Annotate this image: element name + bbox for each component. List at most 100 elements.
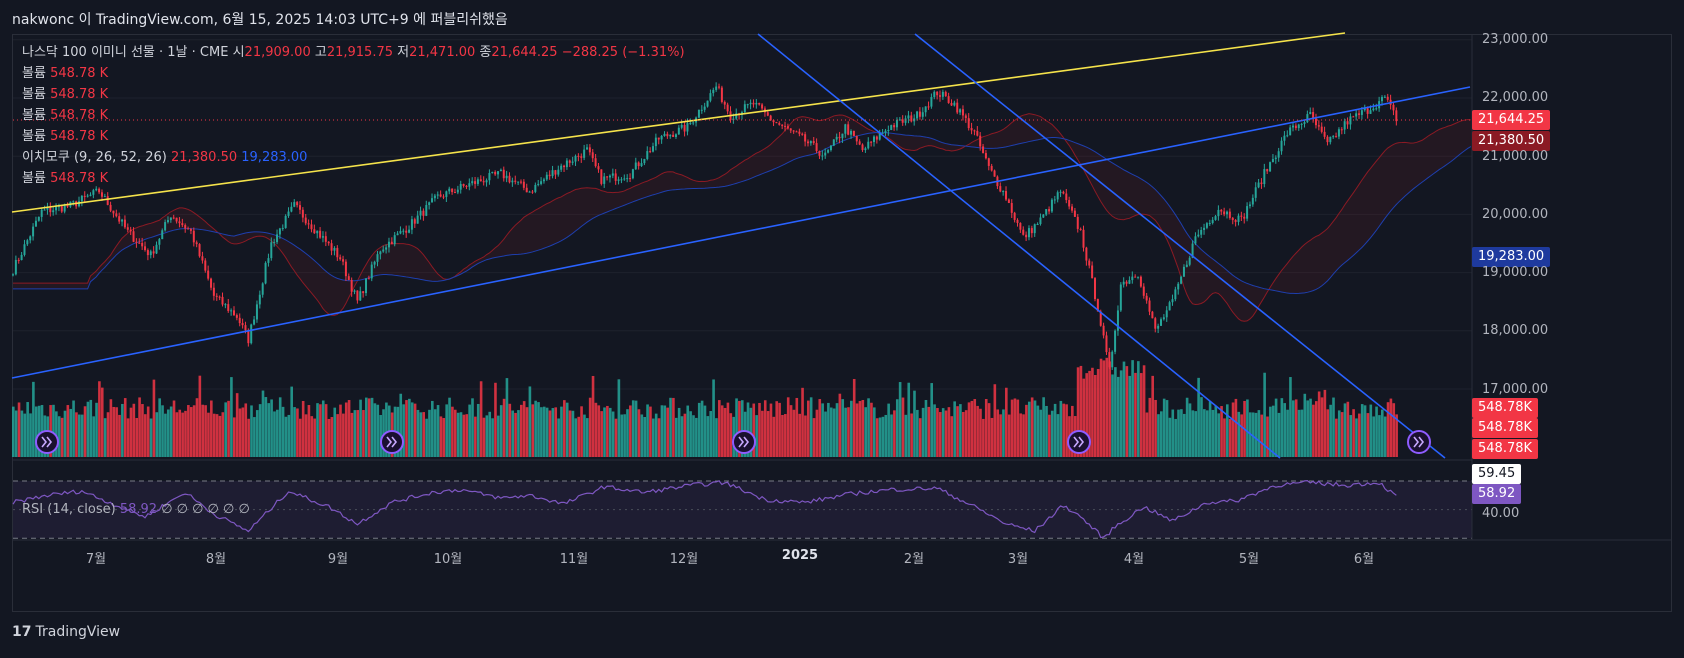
- volume-bar: [1306, 400, 1309, 457]
- volume-bar: [152, 379, 156, 457]
- volume-bar: [301, 400, 305, 457]
- candle-body: [758, 103, 761, 105]
- volume-bar: [1332, 397, 1335, 457]
- volume-bar: [864, 407, 867, 457]
- candle-body: [502, 169, 505, 179]
- volume-row[interactable]: 볼륨 548.78 K: [22, 168, 685, 189]
- session-marker-chevron-icon: [738, 436, 750, 448]
- volume-bar: [973, 399, 977, 457]
- volume-bar: [657, 418, 661, 457]
- candle-body: [772, 120, 775, 123]
- volume-bar: [890, 414, 893, 457]
- volume-bar: [1036, 405, 1040, 457]
- volume-bar: [376, 404, 380, 457]
- volume-bar: [1007, 414, 1011, 457]
- volume-bar: [746, 402, 750, 457]
- volume-bar: [307, 405, 311, 457]
- volume-bar: [63, 410, 67, 457]
- candle-body: [1185, 264, 1188, 267]
- candle-body: [1053, 199, 1056, 201]
- volume-bar: [146, 406, 150, 457]
- candle-body: [692, 122, 695, 124]
- candle-body: [1214, 216, 1217, 220]
- candle-body: [993, 170, 996, 177]
- volume-bar: [451, 406, 454, 457]
- volume-bar: [772, 416, 776, 457]
- change-value: −288.25 (−1.31%): [561, 45, 685, 60]
- volume-bar: [588, 397, 592, 457]
- volume-bar: [1059, 400, 1063, 457]
- candle-body: [700, 109, 703, 111]
- candle-body: [187, 228, 190, 230]
- footer-brand[interactable]: 17 TradingView: [12, 624, 120, 640]
- candle-body: [442, 196, 445, 198]
- candle-body: [1246, 206, 1249, 219]
- volume-row[interactable]: 볼륨 548.78 K: [22, 63, 685, 84]
- volume-bar: [12, 406, 15, 457]
- volume-bar: [583, 414, 586, 457]
- volume-bar: [60, 417, 64, 457]
- candle-body: [396, 233, 399, 236]
- candle-body: [1366, 108, 1369, 114]
- candle-body: [959, 109, 962, 113]
- candle-body: [545, 174, 548, 180]
- ichimoku-label: 이치모쿠 (9, 26, 52, 26): [22, 150, 167, 165]
- volume-bar: [832, 408, 836, 457]
- volume-bar: [784, 414, 787, 457]
- volume-bar: [296, 408, 299, 457]
- candle-body: [939, 95, 942, 97]
- candle-body: [534, 184, 537, 192]
- volume-bar: [554, 407, 558, 457]
- volume-bar: [1142, 365, 1146, 457]
- candle-body: [746, 104, 749, 106]
- symbol-name[interactable]: 나스닥 100 이미니 선물 · 1날 · CME: [22, 45, 229, 60]
- tradingview-logo-icon: 17: [12, 624, 32, 640]
- candle-body: [1292, 125, 1295, 128]
- candle-body: [1343, 121, 1346, 130]
- candle-body: [669, 134, 672, 137]
- candle-body: [488, 173, 491, 181]
- candle-body: [390, 241, 393, 245]
- candle-body: [666, 133, 669, 137]
- volume-bar: [258, 404, 262, 457]
- candle-body: [210, 278, 213, 288]
- candle-body: [732, 118, 735, 121]
- volume-bar: [344, 402, 348, 457]
- volume-bar: [718, 400, 721, 457]
- rsi-legend[interactable]: RSI (14, close) 58.92 ∅ ∅ ∅ ∅ ∅ ∅: [22, 502, 250, 517]
- candle-body: [313, 229, 316, 234]
- candle-body: [1137, 276, 1140, 278]
- candle-body: [1329, 136, 1332, 143]
- volume-bar: [422, 412, 426, 457]
- candle-body: [80, 195, 83, 202]
- candle-body: [841, 133, 844, 139]
- volume-bar: [399, 393, 403, 457]
- ichimoku-row[interactable]: 이치모쿠 (9, 26, 52, 26) 21,380.50 19,283.00: [22, 147, 685, 168]
- candle-body: [204, 260, 207, 271]
- volume-row[interactable]: 볼륨 548.78 K: [22, 105, 685, 126]
- volume-row[interactable]: 볼륨 548.78 K: [22, 126, 685, 147]
- volume-bar: [1352, 409, 1355, 457]
- volume-bar: [568, 410, 572, 457]
- candle-body: [132, 231, 135, 242]
- candle-body: [158, 239, 161, 245]
- volume-bar: [1010, 399, 1014, 457]
- candle-body: [342, 259, 345, 262]
- volume-bar: [17, 402, 21, 457]
- volume-row[interactable]: 볼륨 548.78 K: [22, 84, 685, 105]
- volume-bar: [557, 418, 560, 457]
- volume-value: 548.78 K: [50, 171, 109, 186]
- symbol-row[interactable]: 나스닥 100 이미니 선물 · 1날 · CME 시21,909.00 고21…: [22, 42, 685, 63]
- candle-body: [1151, 311, 1154, 319]
- candle-body: [17, 259, 20, 261]
- candle-body: [1243, 216, 1246, 219]
- volume-bar: [1139, 373, 1143, 457]
- volume-bar: [827, 402, 830, 457]
- volume-bar: [677, 407, 681, 457]
- candle-body: [327, 241, 330, 244]
- candle-body: [408, 229, 411, 233]
- candle-body: [1355, 113, 1358, 117]
- volume-bar: [178, 409, 182, 457]
- volume-bar: [115, 407, 118, 457]
